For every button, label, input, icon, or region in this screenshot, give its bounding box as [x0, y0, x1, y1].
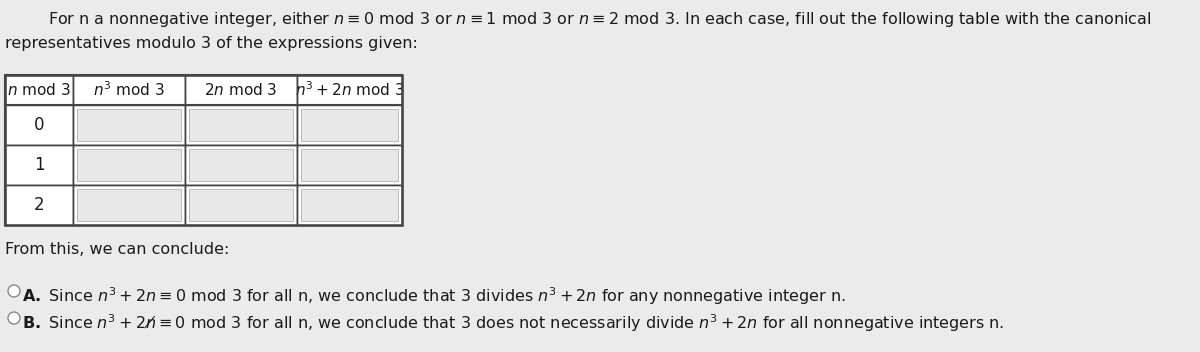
Circle shape: [8, 285, 20, 297]
Bar: [73, 145, 185, 185]
Text: 1: 1: [34, 156, 44, 174]
Bar: [185, 75, 298, 105]
Text: $n^3 + 2n$ mod 3: $n^3 + 2n$ mod 3: [295, 81, 404, 99]
Bar: [77, 109, 181, 141]
Text: $\mathbf{A.}$ Since $n^3 + 2n \equiv 0$ mod 3 for all n, we conclude that 3 divi: $\mathbf{A.}$ Since $n^3 + 2n \equiv 0$ …: [22, 285, 846, 307]
Bar: [301, 149, 398, 181]
Text: For n a nonnegative integer, either $n \equiv 0$ mod 3 or $n \equiv 1$ mod 3 or : For n a nonnegative integer, either $n \…: [48, 10, 1152, 29]
Text: $2n$ mod 3: $2n$ mod 3: [204, 82, 277, 98]
Bar: [190, 149, 293, 181]
Bar: [73, 75, 185, 105]
Bar: [77, 189, 181, 221]
Bar: [298, 75, 402, 105]
Bar: [5, 105, 73, 145]
Bar: [185, 105, 298, 145]
Bar: [301, 109, 398, 141]
Text: From this, we can conclude:: From this, we can conclude:: [5, 242, 229, 257]
Bar: [5, 75, 402, 225]
Bar: [185, 145, 298, 185]
Text: 0: 0: [34, 116, 44, 134]
Bar: [73, 105, 185, 145]
Bar: [73, 185, 185, 225]
Bar: [190, 189, 293, 221]
Bar: [190, 109, 293, 141]
Bar: [298, 185, 402, 225]
Bar: [5, 75, 402, 225]
Bar: [5, 145, 73, 185]
Circle shape: [8, 312, 20, 324]
Bar: [298, 105, 402, 145]
Bar: [298, 145, 402, 185]
Text: $n^3$ mod 3: $n^3$ mod 3: [94, 81, 164, 99]
Text: $n$ mod 3: $n$ mod 3: [7, 82, 71, 98]
Bar: [77, 149, 181, 181]
Bar: [301, 189, 398, 221]
Text: representatives modulo 3 of the expressions given:: representatives modulo 3 of the expressi…: [5, 36, 418, 51]
Bar: [5, 75, 73, 105]
Bar: [185, 185, 298, 225]
Bar: [5, 185, 73, 225]
Text: 2: 2: [34, 196, 44, 214]
Text: $\mathbf{B.}$ Since $n^3 + 2n \not\equiv 0$ mod 3 for all n, we conclude that 3 : $\mathbf{B.}$ Since $n^3 + 2n \not\equiv…: [22, 312, 1004, 334]
